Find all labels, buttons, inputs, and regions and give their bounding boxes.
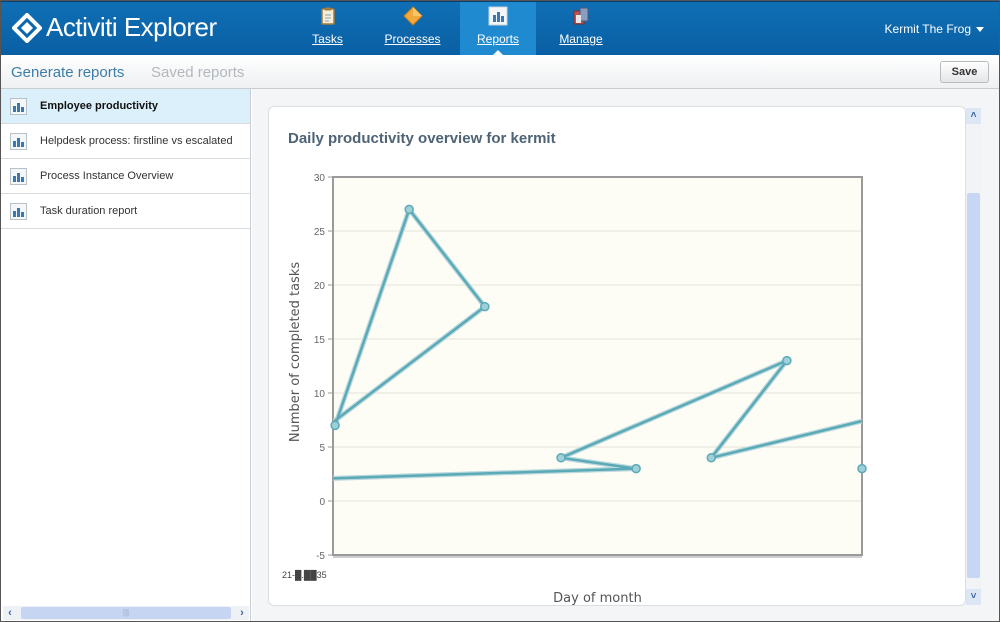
app-logo[interactable]: Activiti Explorer	[12, 12, 217, 43]
tab-generate-reports[interactable]: Generate reports	[11, 64, 125, 81]
report-title: Daily productivity overview for kermit	[288, 130, 556, 147]
x-axis-label: Day of month	[553, 591, 642, 606]
scroll-up-icon[interactable]: ˄	[966, 108, 981, 124]
y-tick-label: 25	[314, 227, 326, 238]
clipboard-icon	[320, 7, 335, 25]
sidebar-item-employee-productivity[interactable]: Employee productivity	[1, 89, 250, 124]
data-point[interactable]	[631, 463, 641, 474]
y-tick-label: 15	[314, 335, 326, 346]
x-tick-label: 21-█.██35	[282, 569, 327, 581]
y-tick-label: -5	[316, 551, 325, 562]
sidebar-item-label: Employee productivity	[40, 100, 158, 112]
y-tick-label: 0	[319, 497, 325, 508]
activiti-logo-icon	[12, 12, 42, 43]
app-title: Activiti Explorer	[46, 12, 217, 42]
nav-tab-tasks[interactable]: Tasks	[290, 2, 365, 55]
y-tick-label: 20	[314, 281, 326, 292]
y-axis-label: Number of completed tasks	[288, 262, 303, 442]
scroll-down-icon[interactable]: ˅	[966, 589, 981, 605]
sidebar-item-label: Process Instance Overview	[40, 170, 174, 182]
scroll-left-icon[interactable]: ‹	[8, 607, 12, 619]
plot-border	[332, 176, 863, 556]
main-nav: Tasks Processes Reports Manage	[290, 2, 626, 56]
save-button[interactable]: Save	[940, 61, 989, 83]
scrollbar-thumb[interactable]	[967, 193, 980, 578]
report-icon	[10, 97, 27, 115]
nav-tab-reports[interactable]: Reports	[460, 2, 536, 56]
diamond-icon	[402, 6, 423, 26]
nav-tab-label: Processes	[384, 32, 441, 46]
series-line	[333, 208, 487, 426]
data-point[interactable]	[706, 453, 716, 463]
sidebar-item-helpdesk-process[interactable]: Helpdesk process: firstline vs escalated	[1, 124, 250, 159]
y-tick-label: 5	[319, 443, 325, 454]
report-icon	[10, 167, 27, 185]
y-tick-label: 30	[314, 173, 326, 184]
sub-toolbar: Generate reports Saved reports Save	[0, 55, 1000, 89]
data-point[interactable]	[857, 463, 867, 474]
nav-tab-label: Tasks	[312, 32, 343, 46]
sidebar-item-label: Task duration report	[40, 205, 138, 217]
data-point[interactable]	[330, 420, 340, 431]
data-point[interactable]	[556, 453, 566, 463]
sidebar-item-process-instance-overview[interactable]: Process Instance Overview	[1, 159, 250, 194]
sidebar-item-label: Helpdesk process: firstline vs escalated	[40, 135, 233, 147]
nav-tab-processes[interactable]: Processes	[365, 2, 460, 55]
data-point[interactable]	[404, 204, 414, 215]
productivity-line-chart: -5 0 5 10 15 20 25 30 21-█.██35 Day of month Numbe…	[282, 173, 867, 606]
nav-tab-label: Reports	[476, 32, 520, 46]
report-chart-icon	[488, 6, 508, 26]
data-point[interactable]	[782, 355, 792, 366]
user-name: Kermit The Frog	[884, 22, 971, 36]
sidebar-item-task-duration-report[interactable]: Task duration report	[1, 194, 250, 229]
data-point[interactable]	[480, 301, 490, 312]
tab-saved-reports[interactable]: Saved reports	[151, 64, 245, 81]
report-icon	[10, 202, 27, 220]
sidebar-horizontal-scrollbar[interactable]: ‹ ||| ›	[3, 606, 249, 620]
report-icon	[10, 132, 27, 150]
content-vertical-scrollbar[interactable]: ˄ ˅	[966, 108, 981, 605]
nav-tab-manage[interactable]: Manage	[536, 2, 626, 55]
series-line	[333, 359, 862, 480]
scrollbar-thumb[interactable]: |||	[21, 607, 231, 619]
y-tick-label: 10	[314, 389, 326, 400]
user-menu[interactable]: Kermit The Frog	[885, 22, 984, 36]
report-list-sidebar: Employee productivity Helpdesk process: …	[0, 89, 251, 622]
manage-icon	[573, 7, 589, 25]
scroll-right-icon[interactable]: ›	[240, 607, 244, 619]
chevron-down-icon	[976, 27, 984, 33]
top-header-bar: Activiti Explorer Tasks Processes Report…	[0, 0, 1000, 56]
nav-tab-label: Manage	[559, 32, 603, 46]
